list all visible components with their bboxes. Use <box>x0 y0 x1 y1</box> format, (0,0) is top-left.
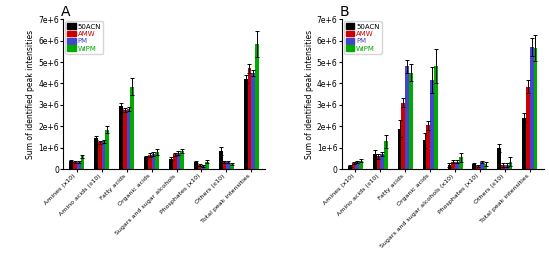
Bar <box>169 159 173 169</box>
Bar <box>522 118 526 169</box>
Bar <box>476 166 480 169</box>
Bar <box>405 66 409 169</box>
Bar <box>377 156 380 169</box>
Text: A: A <box>61 5 71 19</box>
Bar <box>508 162 512 169</box>
Bar <box>373 154 377 169</box>
Bar <box>447 165 451 169</box>
Bar <box>380 154 384 169</box>
Y-axis label: Sum of identified peak intensities: Sum of identified peak intensities <box>305 30 314 159</box>
Bar <box>144 158 148 169</box>
Bar <box>219 151 222 169</box>
Bar <box>148 155 152 169</box>
Bar <box>127 109 131 169</box>
Bar <box>455 162 459 169</box>
Bar <box>530 47 534 169</box>
Legend: 50ACN, AMW, PM, WiPM: 50ACN, AMW, PM, WiPM <box>65 21 103 54</box>
Bar <box>194 162 198 169</box>
Bar <box>401 103 405 169</box>
Bar <box>205 162 209 169</box>
Bar <box>480 162 484 169</box>
Bar <box>430 80 434 169</box>
Bar <box>459 158 462 169</box>
Bar <box>105 130 109 169</box>
Bar <box>255 44 259 169</box>
Bar <box>409 73 413 169</box>
Text: B: B <box>340 5 349 19</box>
Bar <box>123 110 127 169</box>
Bar <box>230 164 234 169</box>
Bar <box>201 166 205 169</box>
Bar <box>355 162 359 169</box>
Bar <box>119 106 123 169</box>
Bar <box>423 140 427 169</box>
Bar <box>244 79 248 169</box>
Bar <box>131 87 134 169</box>
Bar <box>81 156 85 169</box>
Bar <box>348 166 352 169</box>
Bar <box>152 154 155 169</box>
Bar <box>77 162 81 169</box>
Bar <box>173 154 177 169</box>
Bar <box>397 129 401 169</box>
Bar <box>248 69 251 169</box>
Bar <box>180 151 184 169</box>
Bar <box>226 162 230 169</box>
Y-axis label: Sum of identified peak intensities: Sum of identified peak intensities <box>26 30 36 159</box>
Bar <box>251 73 255 169</box>
Bar <box>384 141 388 169</box>
Bar <box>427 125 430 169</box>
Bar <box>73 162 77 169</box>
Bar <box>505 165 508 169</box>
Bar <box>434 66 438 169</box>
Legend: 50ACN, AMW, PM, WiPM: 50ACN, AMW, PM, WiPM <box>344 21 382 54</box>
Bar <box>497 148 501 169</box>
Bar <box>359 161 363 169</box>
Bar <box>534 48 537 169</box>
Bar <box>526 87 530 169</box>
Bar <box>98 143 102 169</box>
Bar <box>177 153 180 169</box>
Bar <box>69 161 73 169</box>
Bar <box>352 163 355 169</box>
Bar <box>501 165 505 169</box>
Bar <box>222 162 226 169</box>
Bar <box>198 165 201 169</box>
Bar <box>473 164 476 169</box>
Bar <box>94 138 98 169</box>
Bar <box>451 162 455 169</box>
Bar <box>102 141 105 169</box>
Bar <box>155 152 159 169</box>
Bar <box>484 164 488 169</box>
